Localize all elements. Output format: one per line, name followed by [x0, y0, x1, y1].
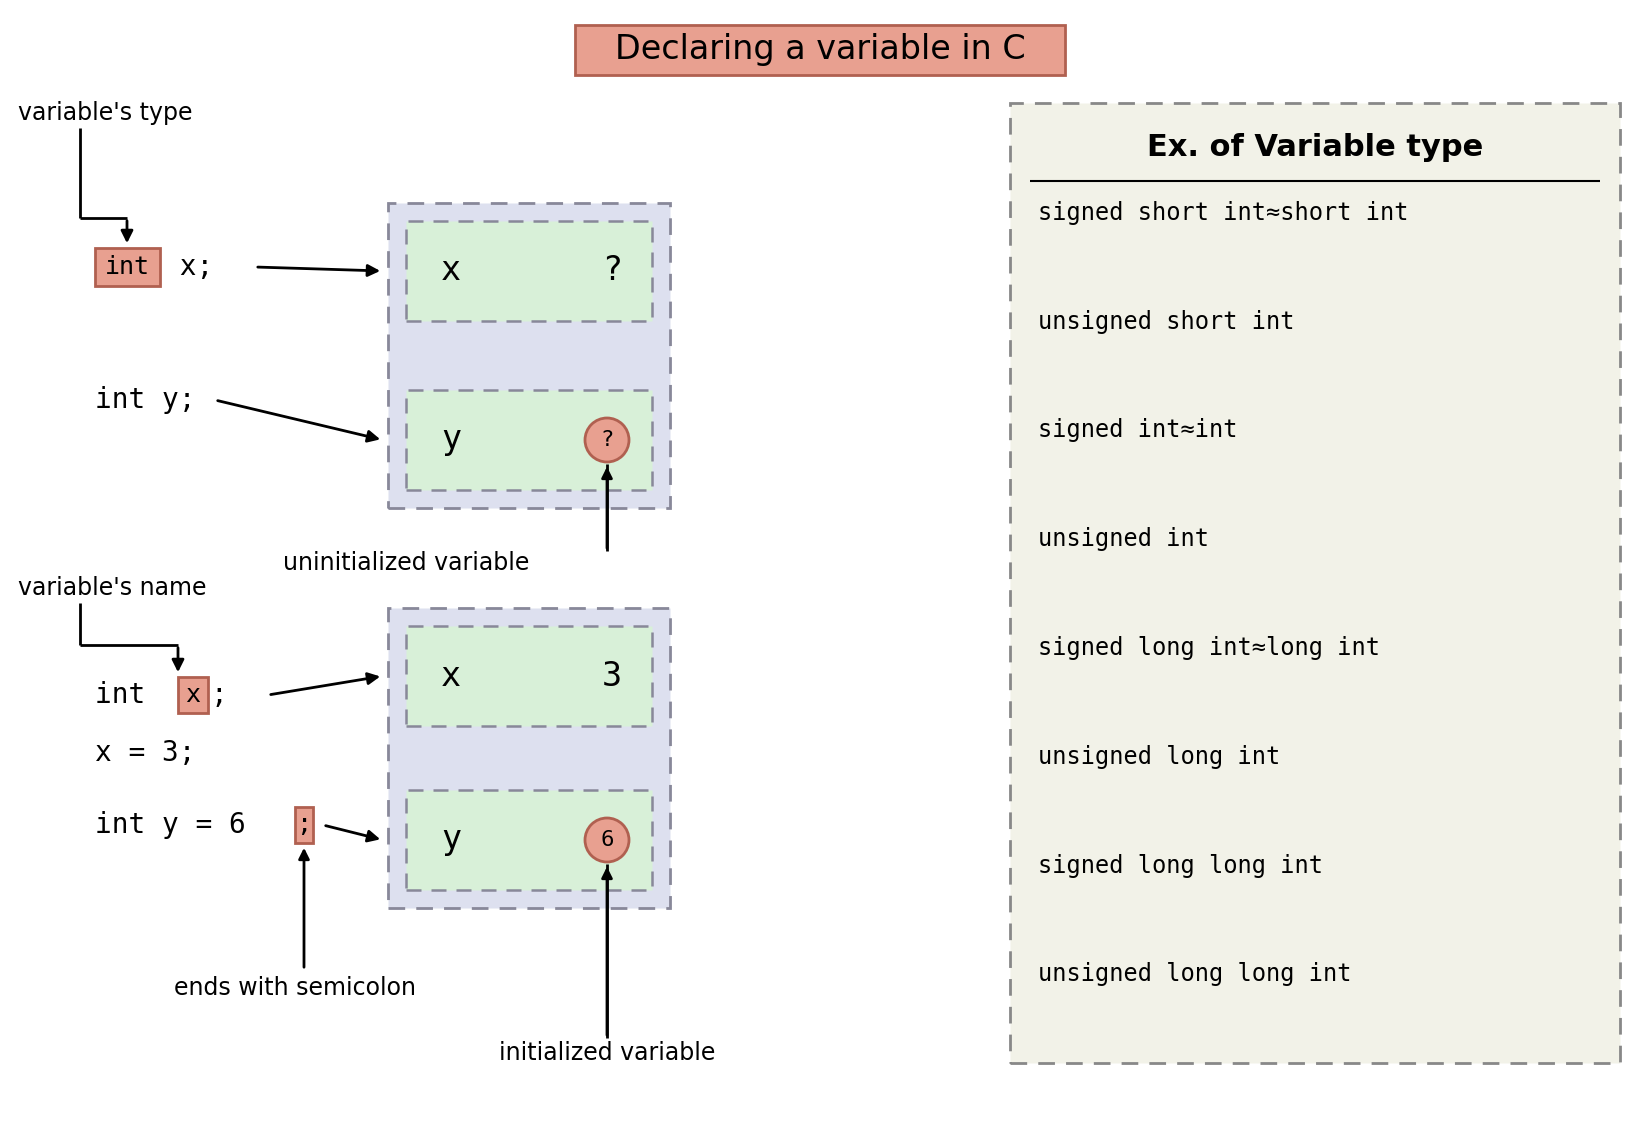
Text: unsigned int: unsigned int: [1037, 527, 1208, 551]
Text: int y = 6: int y = 6: [95, 812, 246, 839]
Text: unsigned short int: unsigned short int: [1037, 310, 1293, 334]
Text: x;: x;: [162, 253, 213, 281]
Text: 3: 3: [602, 660, 621, 693]
FancyBboxPatch shape: [295, 807, 313, 844]
Text: x: x: [441, 660, 461, 693]
Text: signed int≈int: signed int≈int: [1037, 418, 1237, 442]
FancyBboxPatch shape: [406, 626, 652, 726]
Text: variable's name: variable's name: [18, 576, 207, 600]
Text: unsigned long int: unsigned long int: [1037, 745, 1280, 769]
Text: int: int: [95, 681, 162, 709]
FancyBboxPatch shape: [1010, 103, 1619, 1063]
FancyBboxPatch shape: [95, 248, 161, 286]
Text: int y;: int y;: [95, 386, 195, 414]
Text: Declaring a variable in C: Declaring a variable in C: [615, 33, 1024, 66]
Text: ;: ;: [211, 681, 228, 709]
Text: Ex. of Variable type: Ex. of Variable type: [1146, 134, 1482, 162]
Text: signed short int≈short int: signed short int≈short int: [1037, 201, 1408, 225]
FancyBboxPatch shape: [388, 203, 670, 507]
FancyBboxPatch shape: [406, 221, 652, 321]
Circle shape: [585, 818, 629, 862]
Text: int: int: [105, 255, 149, 279]
FancyBboxPatch shape: [388, 608, 670, 908]
Text: y: y: [441, 424, 461, 456]
FancyBboxPatch shape: [406, 390, 652, 490]
Text: x = 3;: x = 3;: [95, 740, 195, 767]
Text: 6: 6: [600, 830, 613, 850]
FancyBboxPatch shape: [179, 677, 208, 713]
Text: y: y: [441, 823, 461, 856]
Text: signed long int≈long int: signed long int≈long int: [1037, 636, 1378, 660]
FancyBboxPatch shape: [406, 790, 652, 890]
Text: ?: ?: [602, 255, 621, 288]
Text: signed long long int: signed long long int: [1037, 854, 1323, 878]
Text: ;: ;: [297, 813, 311, 837]
Text: initialized variable: initialized variable: [498, 1041, 715, 1065]
Text: ends with semicolon: ends with semicolon: [174, 976, 416, 1000]
Text: uninitialized variable: uninitialized variable: [284, 551, 529, 575]
Text: x: x: [441, 255, 461, 288]
Text: variable's type: variable's type: [18, 101, 192, 125]
Text: ?: ?: [600, 430, 613, 450]
Text: unsigned long long int: unsigned long long int: [1037, 962, 1351, 986]
Circle shape: [585, 418, 629, 462]
FancyBboxPatch shape: [575, 25, 1064, 75]
Text: x: x: [185, 684, 200, 708]
